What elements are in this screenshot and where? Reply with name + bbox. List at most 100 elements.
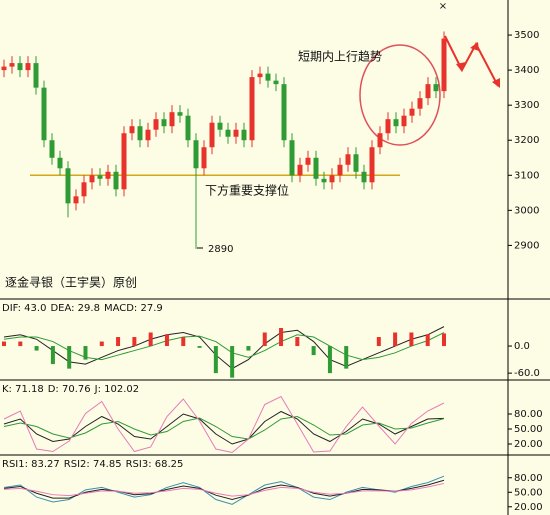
macd-bar: [67, 346, 72, 369]
macd-bar: [230, 346, 235, 378]
candle-body: [257, 73, 263, 78]
macd-bar: [327, 346, 332, 374]
candle-body: [305, 157, 311, 165]
candle-body: [9, 63, 15, 67]
candle-body: [169, 112, 175, 127]
candle-body: [233, 129, 239, 137]
macd-bar: [376, 337, 381, 347]
y-tick-label: 0.0: [514, 341, 530, 352]
candle-body: [89, 175, 95, 183]
legend-label: RSI3: 68.25: [126, 459, 184, 470]
macd-bar: [344, 346, 349, 369]
candle-body: [201, 147, 207, 169]
candle-body: [129, 126, 135, 134]
macd-bar: [262, 332, 267, 347]
y-tick-label: 20.00: [514, 502, 543, 513]
candle-body: [57, 157, 63, 169]
candle-body: [65, 168, 71, 204]
candle-body: [329, 175, 335, 183]
macd-bar: [213, 346, 218, 374]
macd-bar: [116, 337, 121, 347]
candle-body: [433, 84, 439, 92]
candle-body: [265, 73, 271, 81]
trend-circle: [359, 44, 441, 146]
candle-body: [105, 171, 111, 179]
candle-body: [281, 84, 287, 141]
candle-body: [225, 129, 231, 137]
macd-bar: [425, 334, 430, 347]
candle-body: [321, 178, 327, 183]
legend-label: K: 71.18: [2, 384, 44, 395]
indicator-line: [3, 482, 445, 497]
candle-body: [289, 140, 295, 176]
y-tick-label: 80.00: [514, 473, 543, 484]
candle-body: [401, 115, 407, 127]
macd-bar: [50, 346, 55, 365]
macd-bar: [246, 346, 251, 351]
y-tick-label: 3000: [514, 205, 539, 216]
candle-body: [385, 119, 391, 134]
candle-body: [337, 164, 343, 176]
candle-body: [345, 154, 351, 165]
legend-label: J: 102.02: [94, 384, 140, 395]
legend-label: RSI1: 83.27: [2, 459, 60, 470]
candle-body: [1, 66, 7, 71]
arrow-head: [492, 78, 500, 88]
candle-body: [241, 129, 247, 141]
annotation: 逐金寻银（王宇昊）原创: [5, 275, 137, 290]
candle-body: [193, 140, 199, 169]
annotation: 2890: [208, 244, 233, 255]
y-tick-label: 2900: [514, 240, 539, 251]
candle-body: [217, 122, 223, 130]
y-tick-label: 3300: [514, 100, 539, 111]
trend-arrow: [444, 35, 499, 87]
macd-bar: [99, 341, 104, 347]
candle-body: [113, 171, 119, 190]
candle-body: [121, 133, 127, 190]
macd-bar: [311, 346, 316, 356]
macd-bar: [279, 327, 284, 347]
candle-body: [97, 175, 103, 179]
indicator-line: [3, 332, 445, 361]
candle-body: [369, 147, 375, 183]
y-tick-label: 50.00: [514, 487, 543, 498]
y-tick-label: 20.00: [514, 439, 543, 450]
candle-body: [41, 87, 47, 141]
candle-body: [249, 77, 255, 141]
candle-body: [273, 80, 279, 85]
candle-body: [25, 63, 31, 71]
indicator-line: [3, 395, 445, 454]
macd-bar: [83, 346, 88, 360]
marker: ×: [439, 1, 447, 12]
macd-bar: [132, 337, 137, 347]
candle-body: [185, 115, 191, 141]
macd-bar: [442, 333, 446, 347]
candle-body: [49, 140, 55, 158]
macd-bar: [18, 341, 23, 347]
annotation: 短期内上行趋势: [298, 50, 382, 64]
indicator-line: [3, 479, 445, 501]
macd-bar: [393, 332, 398, 347]
legend-label: D: 70.76: [48, 384, 91, 395]
candle-body: [313, 157, 319, 179]
y-tick-label: 80.00: [514, 409, 543, 420]
legend-label: DEA: 29.8: [50, 303, 100, 314]
legend-label: DIF: 43.0: [2, 303, 46, 314]
macd-bar: [197, 346, 202, 348]
y-tick-label: -60.0: [514, 368, 540, 379]
y-tick-label: 3400: [514, 65, 539, 76]
y-tick-label: 3200: [514, 135, 539, 146]
candle-body: [361, 171, 367, 183]
candle-body: [393, 119, 399, 127]
candle-body: [145, 129, 151, 141]
candle-body: [425, 84, 431, 99]
candle-body: [73, 196, 79, 204]
candle-body: [377, 133, 383, 148]
y-tick-label: 50.00: [514, 424, 543, 435]
candle-body: [161, 119, 167, 127]
indicator-line: [3, 415, 445, 440]
arrow-head: [456, 62, 466, 72]
candle-body: [177, 112, 183, 116]
y-tick-label: 3100: [514, 170, 539, 181]
